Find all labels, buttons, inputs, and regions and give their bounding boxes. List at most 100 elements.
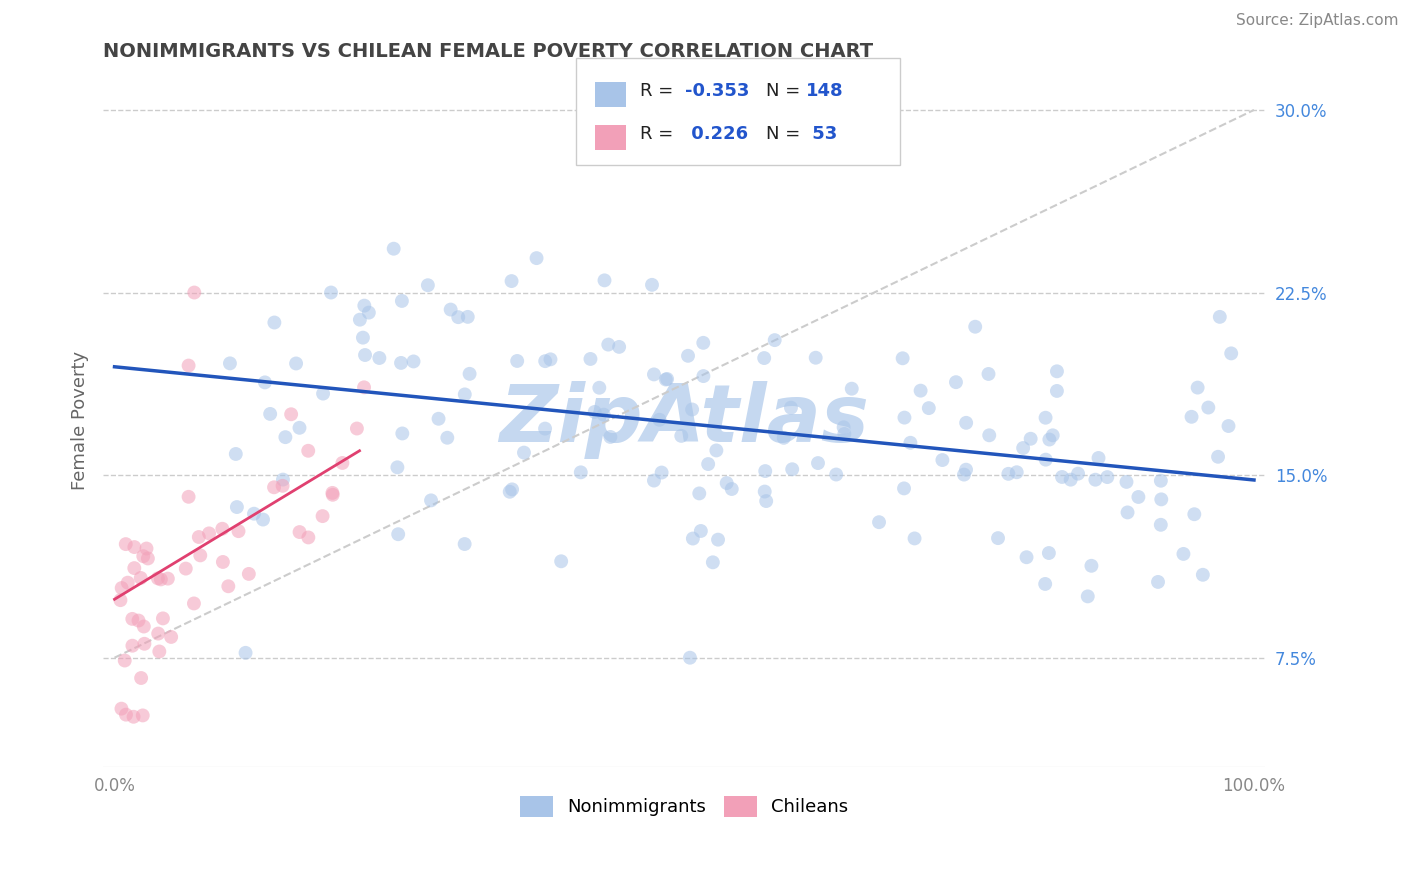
- Point: [834, 427, 856, 442]
- Point: [501, 274, 523, 288]
- Text: NONIMMIGRANTS VS CHILEAN FEMALE POVERTY CORRELATION CHART: NONIMMIGRANTS VS CHILEAN FEMALE POVERTY …: [103, 42, 873, 61]
- Point: [148, 644, 170, 658]
- Point: [114, 653, 136, 667]
- Point: [436, 431, 458, 445]
- Point: [440, 302, 463, 317]
- Point: [1012, 441, 1035, 455]
- Point: [219, 356, 242, 370]
- Point: [352, 331, 374, 345]
- Point: [1128, 490, 1150, 504]
- Point: [121, 612, 143, 626]
- Point: [312, 386, 335, 401]
- Point: [931, 453, 953, 467]
- Point: [353, 299, 375, 313]
- Point: [1115, 475, 1137, 489]
- Point: [420, 493, 443, 508]
- Point: [641, 277, 664, 292]
- Point: [707, 533, 730, 547]
- Point: [132, 549, 155, 564]
- Point: [754, 484, 776, 499]
- Point: [501, 483, 523, 497]
- Point: [540, 352, 562, 367]
- Point: [387, 527, 409, 541]
- Point: [1150, 492, 1173, 507]
- Point: [136, 551, 159, 566]
- Point: [458, 367, 481, 381]
- Point: [607, 340, 630, 354]
- Point: [832, 420, 855, 434]
- Point: [987, 531, 1010, 545]
- Point: [156, 572, 179, 586]
- Point: [534, 421, 557, 435]
- Point: [129, 671, 152, 685]
- Point: [235, 646, 257, 660]
- Point: [1087, 450, 1109, 465]
- Point: [135, 541, 157, 556]
- Point: [599, 430, 621, 444]
- Point: [598, 337, 620, 351]
- Point: [679, 650, 702, 665]
- Point: [115, 707, 138, 722]
- Point: [243, 507, 266, 521]
- Point: [1059, 473, 1081, 487]
- Point: [579, 351, 602, 366]
- Point: [238, 566, 260, 581]
- Point: [688, 486, 710, 500]
- Point: [681, 402, 703, 417]
- Point: [353, 380, 375, 394]
- Point: [263, 316, 285, 330]
- Point: [1182, 507, 1205, 521]
- Point: [682, 532, 704, 546]
- Point: [965, 319, 987, 334]
- Point: [569, 466, 592, 480]
- Point: [593, 273, 616, 287]
- Point: [217, 579, 239, 593]
- Point: [453, 537, 475, 551]
- Point: [513, 445, 536, 459]
- Point: [124, 561, 146, 575]
- Point: [868, 515, 890, 529]
- Point: [280, 407, 302, 421]
- Point: [149, 573, 172, 587]
- Point: [588, 381, 610, 395]
- Point: [1209, 310, 1232, 324]
- Point: [263, 480, 285, 494]
- Text: N =: N =: [766, 82, 806, 100]
- Point: [716, 476, 738, 491]
- Point: [655, 372, 678, 386]
- Point: [160, 630, 183, 644]
- Point: [274, 430, 297, 444]
- Point: [122, 710, 145, 724]
- Point: [651, 466, 673, 480]
- Point: [1173, 547, 1195, 561]
- Point: [391, 293, 413, 308]
- Text: Source: ZipAtlas.com: Source: ZipAtlas.com: [1236, 13, 1399, 29]
- Point: [319, 285, 342, 300]
- Point: [132, 708, 155, 723]
- Point: [1080, 558, 1102, 573]
- Point: [903, 532, 925, 546]
- Point: [368, 351, 391, 365]
- Point: [1206, 450, 1229, 464]
- Point: [332, 456, 354, 470]
- Point: [285, 356, 308, 370]
- Point: [253, 376, 276, 390]
- Point: [111, 581, 134, 595]
- Point: [416, 278, 439, 293]
- Point: [979, 428, 1001, 442]
- Point: [183, 285, 205, 300]
- Point: [288, 421, 311, 435]
- Point: [1084, 473, 1107, 487]
- Point: [977, 367, 1000, 381]
- Point: [349, 312, 371, 326]
- Text: N =: N =: [766, 125, 806, 143]
- Point: [643, 368, 665, 382]
- Point: [1220, 346, 1243, 360]
- Point: [648, 413, 671, 427]
- Point: [1192, 567, 1215, 582]
- Point: [841, 382, 863, 396]
- Point: [357, 305, 380, 319]
- Point: [918, 401, 941, 416]
- Point: [893, 410, 915, 425]
- Point: [1180, 409, 1202, 424]
